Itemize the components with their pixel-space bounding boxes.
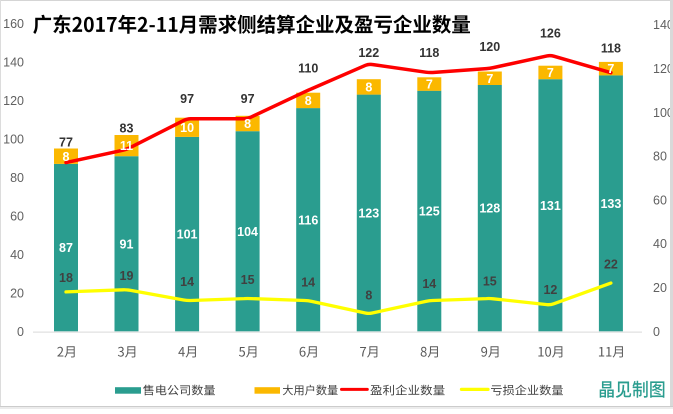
svg-text:15: 15 xyxy=(241,273,255,287)
svg-text:97: 97 xyxy=(180,92,194,106)
svg-text:20: 20 xyxy=(653,281,667,295)
svg-text:7: 7 xyxy=(426,78,433,92)
svg-text:118: 118 xyxy=(601,42,621,56)
svg-text:97: 97 xyxy=(241,92,255,106)
svg-text:14: 14 xyxy=(301,275,315,289)
svg-text:8: 8 xyxy=(305,94,312,108)
svg-text:91: 91 xyxy=(120,237,134,251)
svg-text:7: 7 xyxy=(486,72,493,86)
svg-text:80: 80 xyxy=(653,150,667,164)
svg-text:87: 87 xyxy=(59,241,73,255)
svg-text:123: 123 xyxy=(358,207,379,221)
svg-text:140: 140 xyxy=(3,56,24,70)
svg-text:80: 80 xyxy=(10,171,24,185)
svg-text:133: 133 xyxy=(600,197,621,211)
svg-text:15: 15 xyxy=(483,275,497,289)
svg-text:12: 12 xyxy=(543,283,557,297)
svg-text:100: 100 xyxy=(3,132,24,146)
svg-text:14: 14 xyxy=(422,277,436,291)
svg-text:120: 120 xyxy=(479,40,500,54)
svg-text:160: 160 xyxy=(3,17,24,31)
svg-text:120: 120 xyxy=(653,62,673,76)
svg-text:8: 8 xyxy=(63,150,70,164)
svg-text:40: 40 xyxy=(653,237,667,251)
svg-text:120: 120 xyxy=(3,94,24,108)
svg-text:83: 83 xyxy=(120,122,134,136)
svg-text:7: 7 xyxy=(547,66,554,80)
svg-text:0: 0 xyxy=(653,325,660,339)
svg-text:8: 8 xyxy=(365,288,372,302)
svg-text:8: 8 xyxy=(365,81,372,95)
svg-text:10: 10 xyxy=(180,121,194,135)
svg-text:125: 125 xyxy=(419,205,440,219)
svg-text:14: 14 xyxy=(180,275,194,289)
svg-text:128: 128 xyxy=(479,202,500,216)
svg-text:18: 18 xyxy=(59,271,73,285)
svg-text:100: 100 xyxy=(653,106,673,120)
svg-text:140: 140 xyxy=(653,18,673,32)
svg-text:22: 22 xyxy=(604,258,618,272)
svg-text:118: 118 xyxy=(419,46,439,60)
svg-text:40: 40 xyxy=(10,248,24,262)
svg-text:0: 0 xyxy=(17,325,24,339)
svg-text:116: 116 xyxy=(298,213,318,227)
svg-text:19: 19 xyxy=(120,269,134,283)
svg-text:20: 20 xyxy=(10,286,24,300)
svg-text:60: 60 xyxy=(653,193,667,207)
svg-text:11: 11 xyxy=(120,139,133,153)
svg-text:126: 126 xyxy=(540,26,561,40)
svg-text:7: 7 xyxy=(607,62,614,76)
svg-text:110: 110 xyxy=(298,62,318,76)
svg-text:131: 131 xyxy=(540,199,561,213)
svg-text:104: 104 xyxy=(237,225,258,239)
svg-text:122: 122 xyxy=(358,46,379,60)
svg-text:60: 60 xyxy=(10,209,24,223)
svg-text:8: 8 xyxy=(244,117,251,131)
svg-text:101: 101 xyxy=(177,228,198,242)
svg-text:77: 77 xyxy=(59,136,73,150)
